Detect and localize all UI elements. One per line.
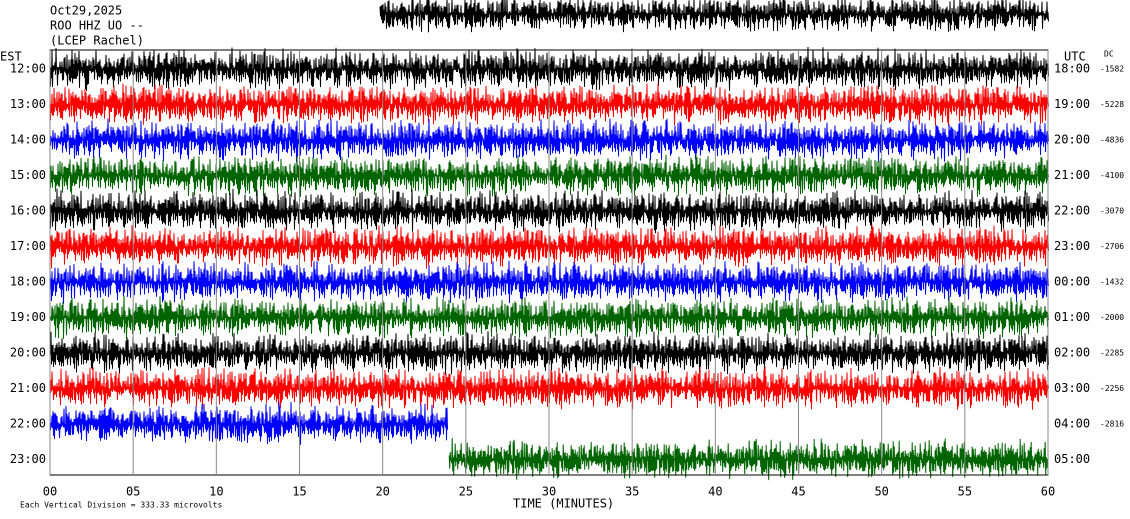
- dc-value: -3070: [1100, 207, 1124, 216]
- utc-label: 20:00: [1054, 133, 1090, 147]
- x-tick-label: 05: [126, 485, 140, 499]
- est-label: 21:00: [10, 381, 46, 395]
- x-tick-label: 50: [874, 485, 888, 499]
- trace: [448, 437, 1049, 481]
- x-tick-label: 45: [791, 485, 805, 499]
- utc-label: 23:00: [1054, 239, 1090, 253]
- dc-value: -2816: [1100, 420, 1124, 429]
- utc-label: 21:00: [1054, 168, 1090, 182]
- dc-value: -1432: [1100, 278, 1124, 287]
- dc-value: -2285: [1100, 349, 1124, 358]
- footer: Each Vertical Division = 333.33 microvol…: [20, 501, 222, 510]
- est-label: 16:00: [10, 204, 46, 218]
- x-tick-label: 30: [542, 485, 556, 499]
- utc-label: 01:00: [1054, 310, 1090, 324]
- x-tick-label: 10: [209, 485, 223, 499]
- dc-value: -4836: [1100, 136, 1124, 145]
- trace: [379, 0, 1049, 33]
- est-label: 12:00: [10, 62, 46, 76]
- x-tick-label: 55: [958, 485, 972, 499]
- utc-label: 02:00: [1054, 346, 1090, 360]
- x-tick-label: 35: [625, 485, 639, 499]
- x-tick-label: 25: [459, 485, 473, 499]
- dc-value: -4100: [1100, 171, 1124, 180]
- x-tick-label: 20: [375, 485, 389, 499]
- dc-value: -5228: [1100, 100, 1124, 109]
- est-label: 19:00: [10, 310, 46, 324]
- dc-label: DC: [1104, 50, 1114, 59]
- date-title: Oct29,2025: [50, 4, 122, 18]
- station: (LCEP Rachel): [50, 34, 144, 48]
- dc-value: -2706: [1100, 242, 1124, 251]
- utc-label: 04:00: [1054, 417, 1090, 431]
- est-label: 18:00: [10, 275, 46, 289]
- est-label: 13:00: [10, 97, 46, 111]
- dc-value: -1582: [1100, 65, 1124, 74]
- est-label: 14:00: [10, 133, 46, 147]
- x-tick-label: 60: [1041, 485, 1055, 499]
- dc-value: -2256: [1100, 384, 1124, 393]
- right-axis-label: UTC: [1064, 50, 1086, 64]
- utc-label: 00:00: [1054, 275, 1090, 289]
- x-axis-label: TIME (MINUTES): [513, 497, 614, 511]
- x-tick-label: 40: [708, 485, 722, 499]
- est-label: 20:00: [10, 346, 46, 360]
- utc-label: 03:00: [1054, 381, 1090, 395]
- utc-label: 18:00: [1054, 62, 1090, 76]
- left-axis-label: EST: [0, 50, 22, 64]
- utc-label: 05:00: [1054, 452, 1090, 466]
- est-label: 23:00: [10, 452, 46, 466]
- est-label: 15:00: [10, 168, 46, 182]
- est-label: 22:00: [10, 417, 46, 431]
- dc-value: -2000: [1100, 313, 1124, 322]
- channel: ROO HHZ UO --: [50, 19, 144, 33]
- est-label: 17:00: [10, 239, 46, 253]
- utc-label: 19:00: [1054, 97, 1090, 111]
- x-tick-label: 15: [292, 485, 306, 499]
- trace: [49, 402, 448, 445]
- x-tick-label: 00: [43, 485, 57, 499]
- utc-label: 22:00: [1054, 204, 1090, 218]
